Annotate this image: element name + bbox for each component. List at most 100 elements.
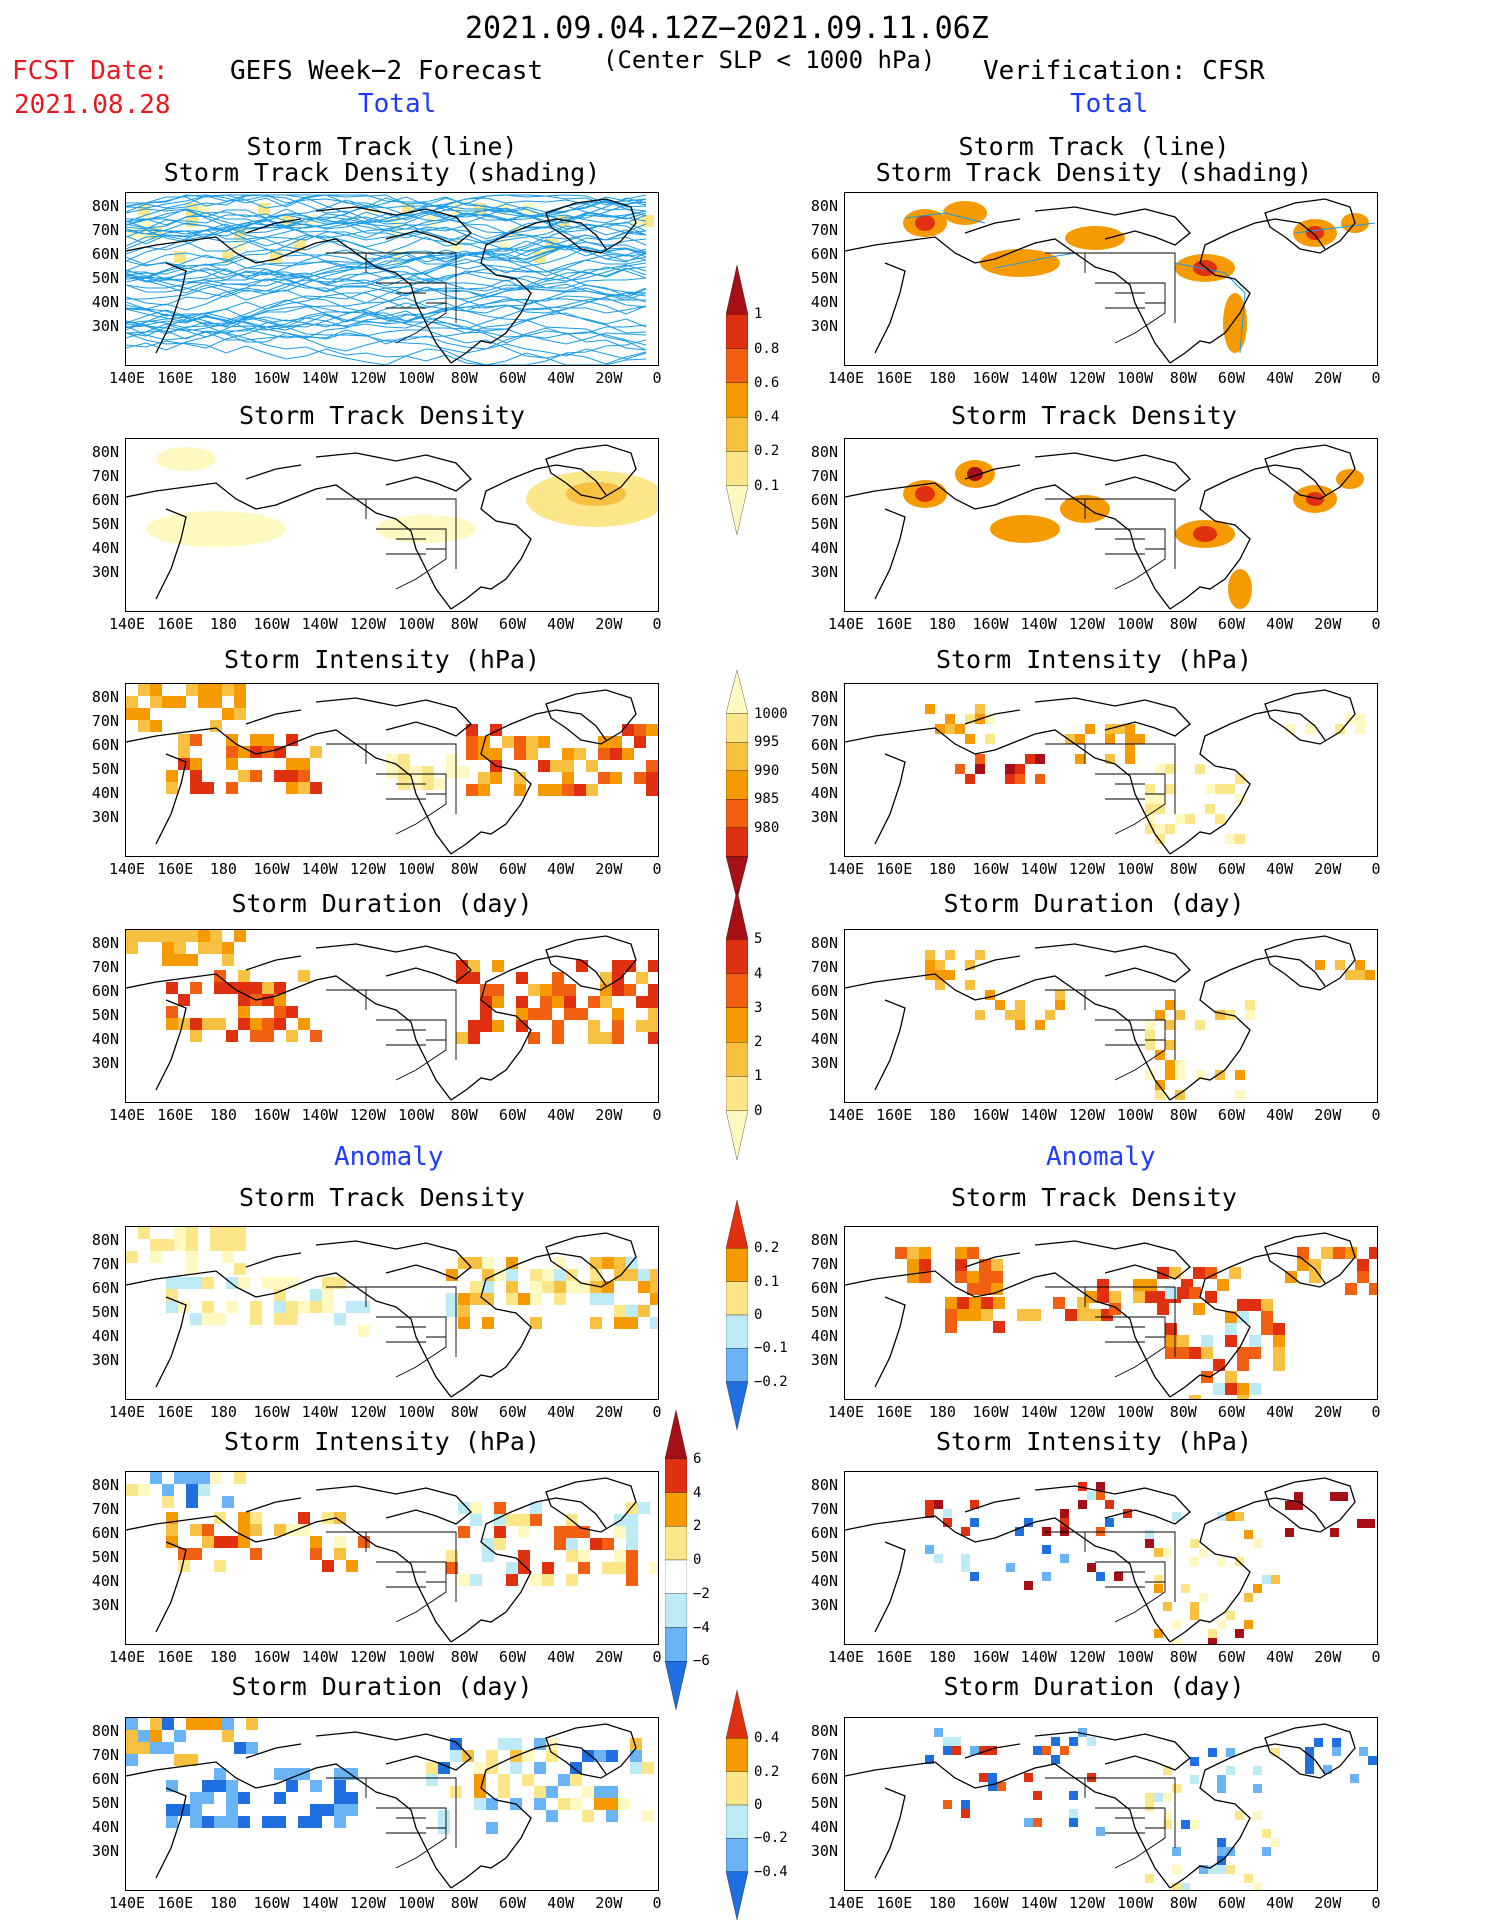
density-blob [915,486,935,502]
lat-tick-label: 40N [91,293,119,311]
shade-cell [935,724,945,734]
shade-cell [1145,1020,1155,1030]
colorbar-density_total [725,264,749,539]
shade-cell [925,950,935,960]
shade-cell [1165,1335,1177,1347]
shade-cell [1217,1557,1226,1566]
shade-cell [1237,1359,1249,1371]
shade-cell [202,1313,214,1325]
shade-cell [542,1269,554,1281]
shade-cell [262,1277,274,1289]
shade-cell [446,1293,458,1305]
shade-cell [907,1247,919,1259]
shade-cell [186,954,198,966]
shade-cell [554,1538,566,1550]
shade-cell [1145,1291,1157,1303]
shade-cell [646,724,658,736]
shade-cell [126,696,138,708]
colorbar-tick-label: −0.2 [754,1373,788,1390]
storm-track-line [126,197,647,230]
shade-cell [530,1269,542,1281]
shade-cell [1015,1010,1025,1020]
shade-cell [1208,1748,1217,1757]
shade-cell [588,1020,600,1032]
shade-cell [298,782,310,794]
shade-cell [979,1773,988,1782]
lon-tick-label: 140W [301,1894,338,1912]
storm-track-line [904,212,986,224]
shade-cell [1060,1554,1069,1563]
shade-cell [634,772,646,784]
shade-cell [186,1472,198,1484]
lat-tick-label: 30N [91,1596,119,1614]
shade-cell [1181,1820,1190,1829]
shade-cell [530,1281,542,1293]
shade-cell [162,1496,174,1508]
shade-cell [1195,1070,1205,1080]
shade-cell [186,684,198,696]
shade-cell [1225,1323,1237,1335]
lon-tick-label: 140E [108,1894,146,1912]
density-blob [146,511,286,547]
lon-tick-label: 20W [1314,1894,1342,1912]
lat-tick-label: 50N [810,760,838,778]
shade-cell [1205,1291,1217,1303]
density-blob [915,215,935,231]
shade-cell [1175,1010,1185,1020]
shade-cell [516,1020,528,1032]
shade-cell [1190,1820,1199,1829]
shade-cell [1190,1775,1199,1784]
lon-tick-label: 140W [1020,1106,1057,1124]
shade-cell [190,1018,202,1030]
shade-cell [1321,1247,1333,1259]
shade-cell [466,748,478,760]
lat-tick-label: 30N [810,563,838,581]
shade-cell [538,760,550,772]
shade-cell [238,1792,250,1804]
shade-cell [576,1008,588,1020]
colorbar-swatch [725,856,749,901]
lon-tick-label: 0 [1371,860,1381,878]
shade-cell [238,994,250,1006]
shade-cell [1225,834,1235,844]
shade-cell [514,772,526,784]
lon-tick-label: 140W [1020,1648,1057,1666]
political-borders [1045,1286,1176,1378]
density-blob [1306,492,1324,506]
shade-cell [969,1309,981,1321]
colorbar-duration_total [725,889,749,1164]
shade-cell [979,1283,991,1295]
shade-cell [190,1313,202,1325]
shade-cell [1005,1010,1015,1020]
shade-cell [1253,1584,1262,1593]
lat-tick-label: 70N [91,1746,119,1764]
shade-cell [622,724,634,736]
shade-cell [226,758,238,770]
shade-cell [1355,960,1365,970]
shade-cell [997,1782,1006,1791]
shade-cell [1253,1883,1262,1890]
lon-tick-label: 0 [1371,615,1381,633]
lon-tick-label: 100W [1117,860,1154,878]
lon-tick-label: 40W [1266,369,1294,387]
shade-cell [530,1574,542,1586]
shade-cell [162,930,174,942]
lat-tick-label: 70N [810,958,838,976]
shade-cell [1345,970,1355,980]
shade-cell [138,720,150,732]
shade-cell [186,1496,198,1508]
title-r2: Storm Track Density [951,401,1237,430]
shade-cell [222,954,234,966]
shade-cell [286,1780,298,1792]
shade-cell [943,1746,952,1755]
shade-cell [552,972,564,984]
shade-cell [530,1514,542,1526]
shade-cell [590,1257,602,1269]
shade-cell [138,930,150,942]
shade-cell [1309,1271,1321,1283]
fcst-label: FCST Date: [12,56,169,86]
shade-cell [1115,724,1125,734]
shade-cell [1262,1575,1271,1584]
colorbar-swatch [725,1689,749,1739]
colorbar-tick-label: 4 [693,1484,702,1501]
